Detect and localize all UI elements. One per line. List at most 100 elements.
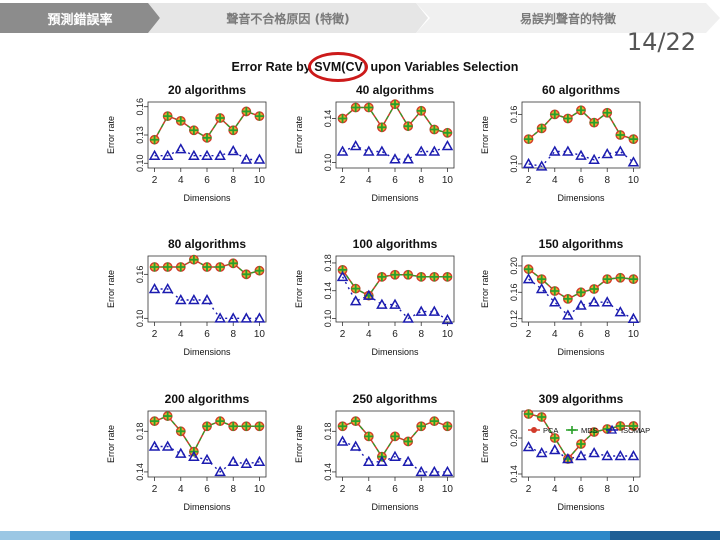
x-tick-label: 6 [392, 484, 398, 495]
series-line-isomap [341, 276, 448, 321]
x-tick-label: 10 [442, 329, 454, 340]
data-point-mds [537, 412, 547, 422]
data-point-isomap [402, 455, 414, 467]
x-tick-label: 8 [230, 175, 236, 186]
y-tick-label: 0.18 [323, 423, 333, 441]
data-point-mds [628, 421, 638, 431]
data-point-isomap [349, 440, 362, 451]
y-tick-label: 0.10 [323, 154, 333, 172]
data-point-mds [351, 284, 361, 294]
data-point-mds [351, 103, 361, 112]
subplot: 40 algorithms 2 4 6 8 10 0.10 0.14 Dimensions Err… [294, 83, 455, 203]
tab-prediction-error[interactable]: 預測錯誤率 [0, 3, 160, 33]
data-point-isomap [148, 282, 161, 294]
data-point-isomap [214, 149, 226, 160]
x-axis-label: Dimensions [557, 193, 605, 203]
data-point-mds [176, 116, 186, 126]
data-point-isomap [227, 144, 240, 156]
section-tabs: 預測錯誤率 聲音不合格原因 (特徵) 易誤判聲音的特徵 [0, 0, 720, 36]
page-number: 14/22 [626, 28, 696, 56]
data-point-isomap [240, 153, 253, 164]
y-axis-label: Error rate [294, 425, 304, 463]
subplot-title: 40 algorithms [356, 83, 434, 97]
data-point-isomap [336, 435, 349, 446]
data-point-isomap [349, 295, 362, 306]
data-point-mds [150, 416, 160, 426]
data-point-mds [537, 123, 547, 133]
x-tick-label: 2 [152, 175, 158, 186]
data-point-mds [442, 272, 452, 282]
tab-misjudged-features[interactable]: 易誤判聲音的特徵 [416, 3, 720, 33]
subplot: 60 algorithms 2 4 6 8 10 0.10 0.16 Dimensions Err… [480, 83, 641, 203]
data-point-isomap [349, 139, 362, 151]
series-line-isomap [342, 440, 448, 473]
series-line-mds [528, 413, 634, 461]
x-tick-label: 10 [442, 175, 454, 186]
tab-failure-causes[interactable]: 聲音不合格原因 (特徵) [148, 3, 428, 33]
subplot-title: 309 algorithms [539, 392, 624, 406]
data-point-isomap [601, 147, 614, 159]
data-point-isomap [240, 457, 253, 469]
data-point-mds [550, 109, 560, 119]
x-tick-label: 4 [552, 484, 558, 495]
y-tick-label: 0.16 [509, 106, 519, 124]
data-point-isomap [336, 270, 349, 282]
x-tick-label: 10 [628, 329, 640, 340]
data-point-isomap [562, 145, 574, 156]
data-point-isomap [201, 149, 213, 160]
data-point-mds [202, 262, 212, 272]
subplot-title: 80 algorithms [168, 237, 246, 251]
y-axis-label: Error rate [294, 116, 304, 154]
data-point-mds [390, 270, 400, 280]
footer-bar-segment [610, 531, 720, 540]
data-point-isomap [161, 282, 174, 294]
data-point-isomap [522, 440, 535, 452]
data-point-mds [403, 121, 413, 131]
x-tick-label: 2 [340, 484, 346, 495]
data-point-isomap [227, 455, 240, 467]
legend-label: ISOMAP [621, 426, 650, 435]
data-point-mds [228, 421, 238, 431]
data-point-mds [228, 125, 238, 135]
x-tick-label: 2 [152, 329, 158, 340]
x-tick-label: 4 [366, 175, 372, 186]
x-tick-label: 2 [152, 484, 158, 495]
y-tick-label: 0.16 [135, 266, 145, 284]
subplot: 20 algorithms 2 4 6 8 10 0.10 0.13 0.16 Dimension… [106, 83, 267, 203]
data-point-mds [150, 262, 160, 272]
data-point-mds [228, 258, 238, 268]
y-tick-label: 0.16 [509, 284, 519, 302]
data-point-mds [589, 427, 599, 437]
data-point-mds [524, 264, 534, 274]
subplot-title: 20 algorithms [168, 83, 246, 97]
data-point-mds [576, 439, 586, 449]
data-point-mds [338, 421, 348, 431]
x-axis-label: Dimensions [183, 347, 231, 357]
y-axis-label: Error rate [106, 270, 116, 308]
data-point-mds [615, 130, 625, 140]
y-tick-label: 0.10 [509, 155, 519, 173]
x-tick-label: 10 [254, 484, 266, 495]
data-point-isomap [548, 145, 561, 156]
subplot: 309 algorithms 2 4 6 8 10 0.14 0.20 Dimensions Er… [480, 392, 650, 512]
x-tick-label: 10 [442, 484, 454, 495]
footer-bar [0, 531, 720, 540]
data-point-mds [524, 134, 534, 144]
y-axis-label: Error rate [480, 116, 490, 154]
x-tick-label: 2 [340, 175, 346, 186]
legend-label: PCA [543, 426, 558, 435]
x-tick-label: 4 [552, 175, 558, 186]
data-point-mds [442, 421, 452, 431]
data-point-mds [189, 125, 199, 135]
data-point-mds [150, 135, 160, 145]
data-point-mds [390, 431, 400, 441]
subplot: 150 algorithms 2 4 6 8 10 0.12 0.16 0.20 Dimensio… [480, 237, 641, 357]
y-tick-label: 0.13 [135, 126, 145, 144]
x-tick-label: 4 [552, 329, 558, 340]
data-point-mds [377, 272, 387, 282]
data-point-isomap [575, 299, 587, 310]
data-point-isomap [415, 465, 428, 477]
y-tick-label: 0.14 [323, 110, 333, 128]
x-tick-label: 4 [366, 329, 372, 340]
x-tick-label: 4 [178, 484, 184, 495]
